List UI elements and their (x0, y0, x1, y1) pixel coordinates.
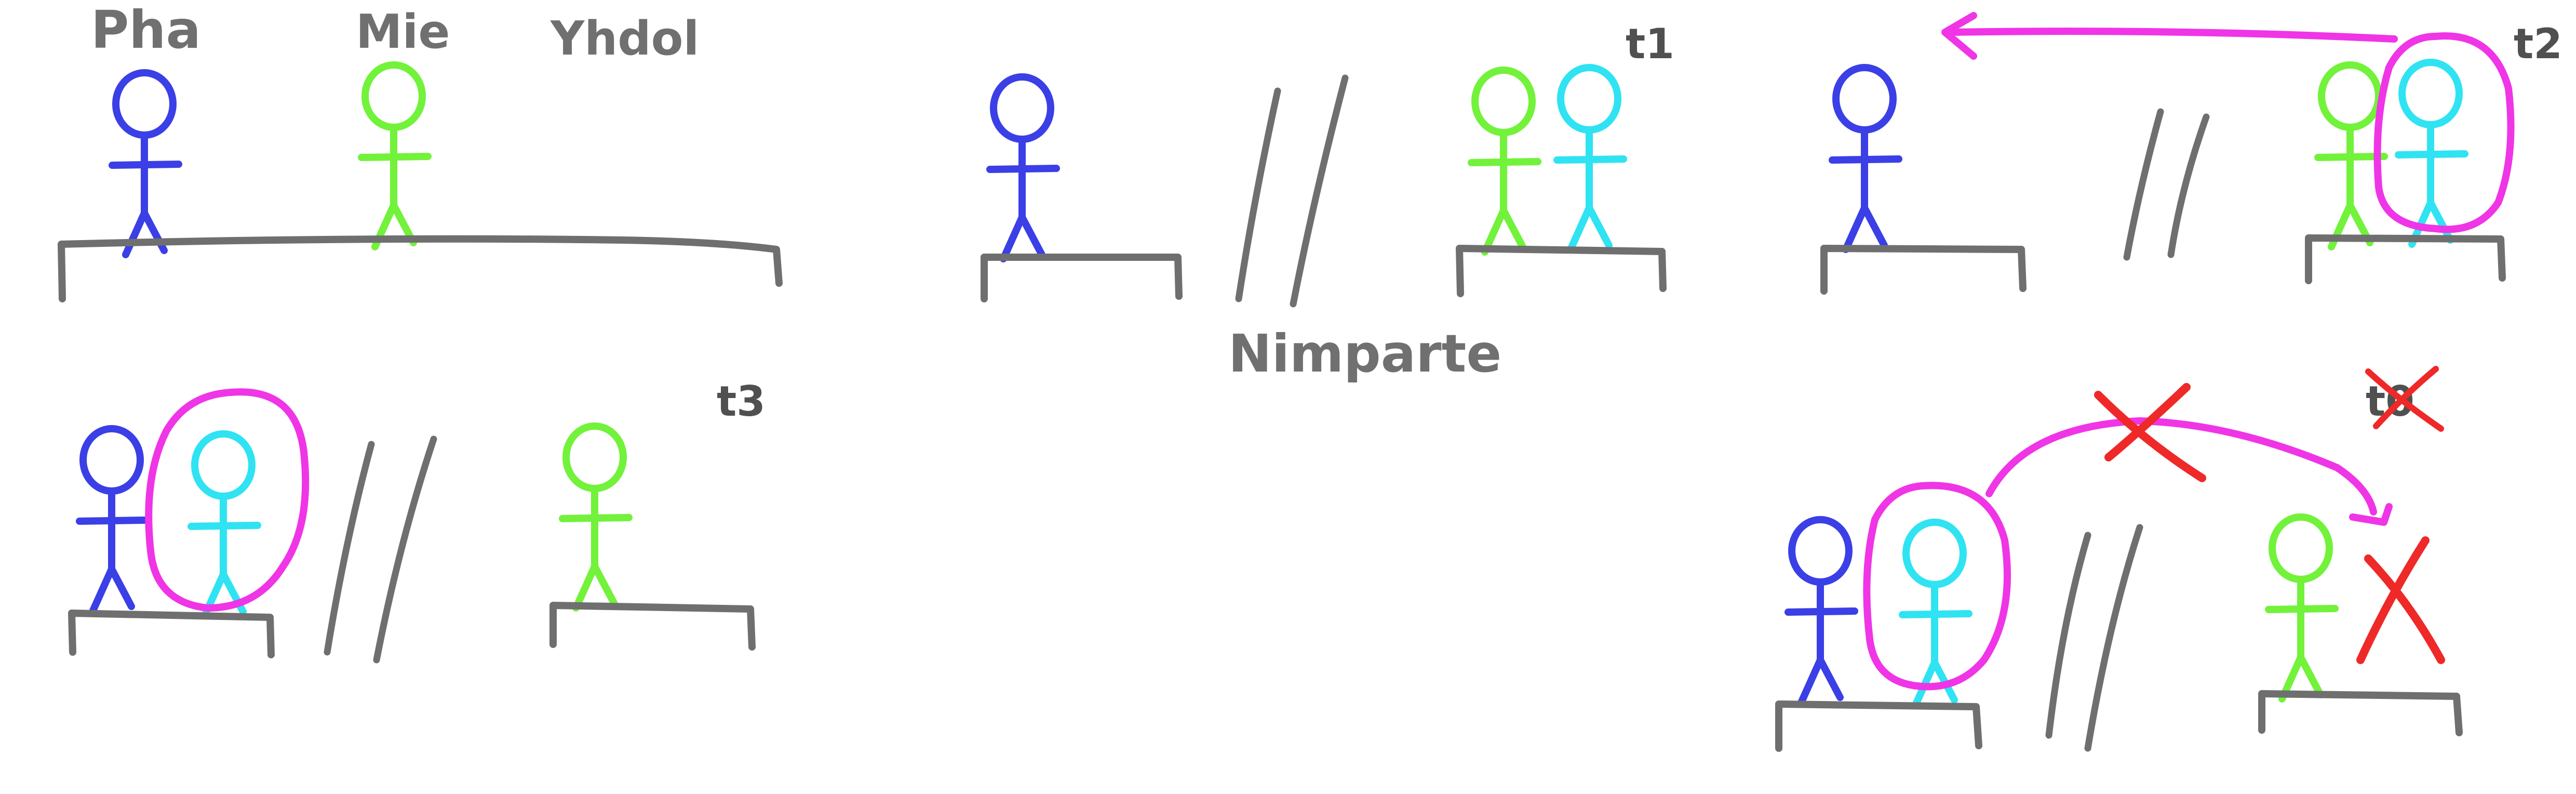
ground-platform-left (1775, 700, 1982, 752)
figure-pha (990, 77, 1056, 259)
figure-pha (1832, 68, 1899, 249)
arrow-head-icon (2349, 503, 2393, 526)
figure-mie (361, 65, 428, 247)
double-line-divider (2123, 108, 2210, 261)
figure-mie (2269, 517, 2335, 699)
figure-yhdol (1557, 68, 1624, 249)
ground-platform-right (2258, 690, 2463, 736)
label-pha: Pha (91, 0, 201, 60)
label-nimparte: Nimparte (1228, 323, 1501, 384)
arrow-right (1985, 417, 2377, 515)
cross-mark-icon (2365, 366, 2444, 432)
label-yhdol: Yhdol (550, 11, 699, 66)
panel-initial: Pha Mie Yhdol (58, 0, 783, 302)
figure-pha (112, 73, 179, 255)
label-mie: Mie (356, 5, 450, 59)
double-line-divider (324, 435, 437, 664)
highlight-circle (2373, 32, 2515, 233)
ground-platform-left (981, 254, 1183, 302)
panel-t0-invalid: t0 (1775, 366, 2463, 752)
double-line-divider (1235, 74, 1349, 308)
figure-pha (79, 429, 146, 611)
figure-yhdol (191, 434, 258, 616)
arrow-left (1949, 28, 2398, 43)
highlight-circle (145, 388, 310, 612)
figure-mie (1471, 70, 1538, 252)
figure-pha (1788, 520, 1855, 702)
panel-t1: t1 Nimparte (981, 20, 1674, 384)
panel-t3: t3 (68, 377, 766, 664)
double-line-divider (2045, 524, 2143, 752)
ground-platform-right (1456, 245, 1667, 297)
figure-mie (562, 426, 629, 608)
arrow-head-icon (1941, 12, 1977, 60)
label-t1: t1 (1626, 20, 1674, 68)
label-t2: t2 (2514, 20, 2562, 68)
ground-platform-left (68, 610, 275, 658)
ground-platform-right (549, 602, 756, 651)
highlight-circle (1863, 482, 2011, 691)
label-t3: t3 (717, 377, 766, 426)
ground-platform-right (2305, 234, 2506, 284)
ground-platform-left (1820, 245, 2027, 295)
ground-platform (58, 235, 783, 302)
cross-mark-icon (2356, 536, 2445, 664)
figure-yhdol (2398, 62, 2465, 244)
cross-mark-icon (2094, 383, 2206, 482)
panel-t2: t2 (1820, 12, 2562, 295)
